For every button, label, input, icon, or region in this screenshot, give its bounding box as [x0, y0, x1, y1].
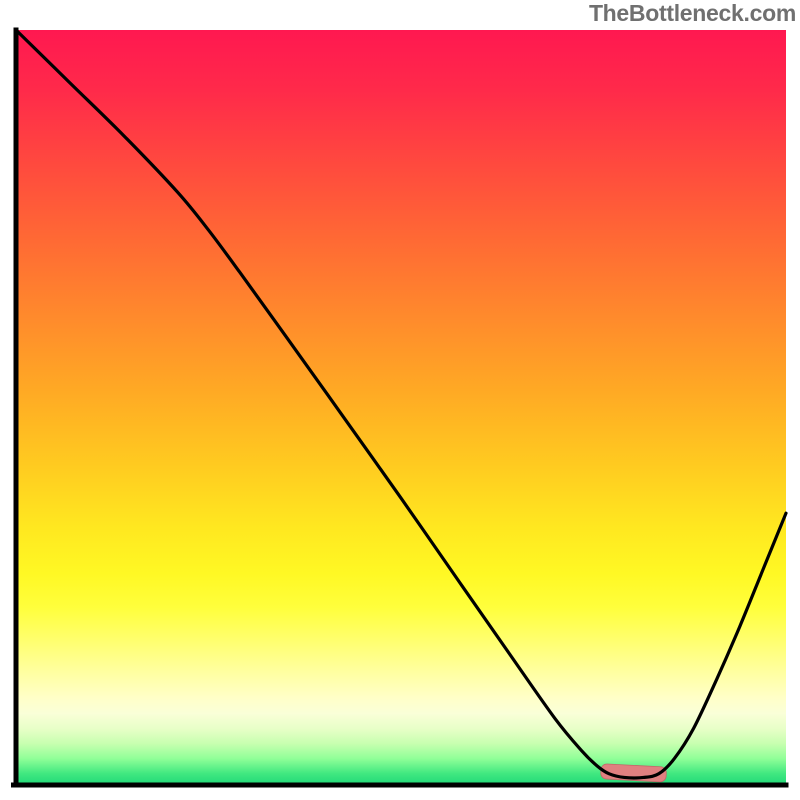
bottleneck-chart: TheBottleneck.com: [0, 0, 800, 800]
chart-canvas: [0, 0, 800, 800]
watermark-text: TheBottleneck.com: [589, 0, 796, 27]
